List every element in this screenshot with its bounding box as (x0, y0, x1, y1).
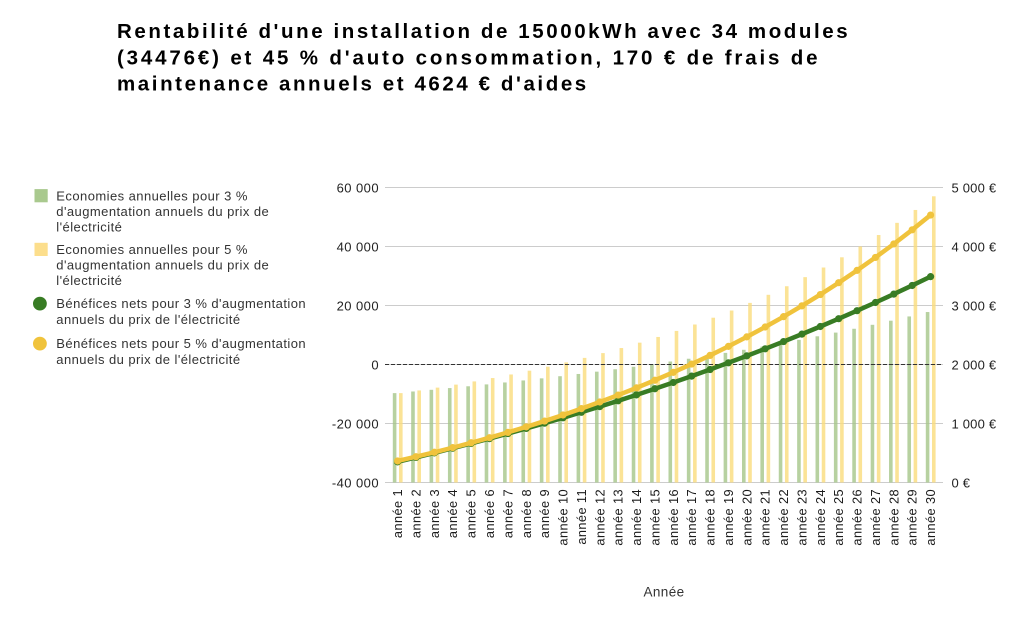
svg-text:année 10: année 10 (556, 489, 571, 546)
svg-text:année 8: année 8 (519, 489, 534, 538)
svg-text:d'augmentation annuels du prix: d'augmentation annuels du prix de (56, 204, 269, 219)
svg-text:Rentabilité d'une installation: Rentabilité d'une installation de 15000k… (117, 20, 850, 43)
svg-text:année 28: année 28 (886, 489, 901, 546)
svg-text:année 26: année 26 (850, 489, 865, 546)
svg-text:année 3: année 3 (427, 489, 442, 538)
svg-text:année 20: année 20 (739, 489, 754, 546)
svg-text:année 13: année 13 (611, 489, 626, 546)
svg-text:année 6: année 6 (482, 489, 497, 538)
svg-text:1 000 €: 1 000 € (952, 417, 997, 432)
svg-text:année 16: année 16 (666, 489, 681, 546)
svg-text:5 000 €: 5 000 € (952, 181, 997, 196)
svg-text:année 7: année 7 (500, 489, 515, 538)
svg-text:annuels du prix de l'électrici: annuels du prix de l'électricité (56, 352, 240, 367)
svg-text:d'augmentation annuels du prix: d'augmentation annuels du prix de (56, 258, 269, 273)
svg-text:année 17: année 17 (684, 489, 699, 546)
svg-text:Bénéfices nets pour 5 % d'augm: Bénéfices nets pour 5 % d'augmentation (56, 336, 306, 351)
svg-text:0 €: 0 € (952, 476, 971, 491)
svg-text:année 29: année 29 (905, 489, 920, 546)
svg-text:année 18: année 18 (703, 489, 718, 546)
svg-text:année 14: année 14 (629, 489, 644, 546)
svg-text:-40 000: -40 000 (332, 476, 379, 491)
svg-text:l'électricité: l'électricité (56, 273, 122, 288)
svg-text:année 9: année 9 (537, 489, 552, 538)
svg-text:Economies annuelles pour 3 %: Economies annuelles pour 3 % (56, 188, 248, 203)
svg-text:année 23: année 23 (794, 489, 809, 546)
svg-text:année 5: année 5 (464, 489, 479, 538)
svg-text:année 4: année 4 (445, 489, 460, 538)
svg-text:40 000: 40 000 (337, 240, 379, 255)
svg-text:0: 0 (371, 358, 379, 373)
svg-text:année 19: année 19 (721, 489, 736, 546)
svg-text:année 1: année 1 (390, 489, 405, 538)
svg-text:Année: Année (643, 585, 684, 600)
svg-text:année 12: année 12 (592, 489, 607, 546)
svg-text:20 000: 20 000 (337, 299, 379, 314)
svg-text:-20 000: -20 000 (332, 417, 379, 432)
svg-text:année 22: année 22 (776, 489, 791, 546)
svg-text:(34476€) et 45 % d'auto consom: (34476€) et 45 % d'auto consommation, 17… (117, 46, 820, 69)
svg-text:Bénéfices nets pour 3 % d'augm: Bénéfices nets pour 3 % d'augmentation (56, 296, 306, 311)
svg-text:maintenance annuels et 4624 €: maintenance annuels et 4624 € d'aides (117, 73, 589, 96)
svg-text:année 27: année 27 (868, 489, 883, 546)
svg-text:Economies annuelles pour 5 %: Economies annuelles pour 5 % (56, 242, 248, 257)
svg-text:année 15: année 15 (647, 489, 662, 546)
svg-text:année 30: année 30 (923, 489, 938, 546)
svg-text:année 2: année 2 (408, 489, 423, 538)
svg-text:année 24: année 24 (813, 489, 828, 546)
svg-text:année 11: année 11 (574, 489, 589, 545)
svg-text:l'électricité: l'électricité (56, 220, 122, 235)
svg-text:2 000 €: 2 000 € (952, 358, 997, 373)
svg-text:annuels du prix de l'électrici: annuels du prix de l'électricité (56, 312, 240, 327)
svg-text:année 21: année 21 (758, 489, 773, 546)
svg-text:année 25: année 25 (831, 489, 846, 546)
svg-text:60 000: 60 000 (337, 181, 379, 196)
svg-text:3 000 €: 3 000 € (952, 299, 997, 314)
svg-text:4 000 €: 4 000 € (952, 240, 997, 255)
